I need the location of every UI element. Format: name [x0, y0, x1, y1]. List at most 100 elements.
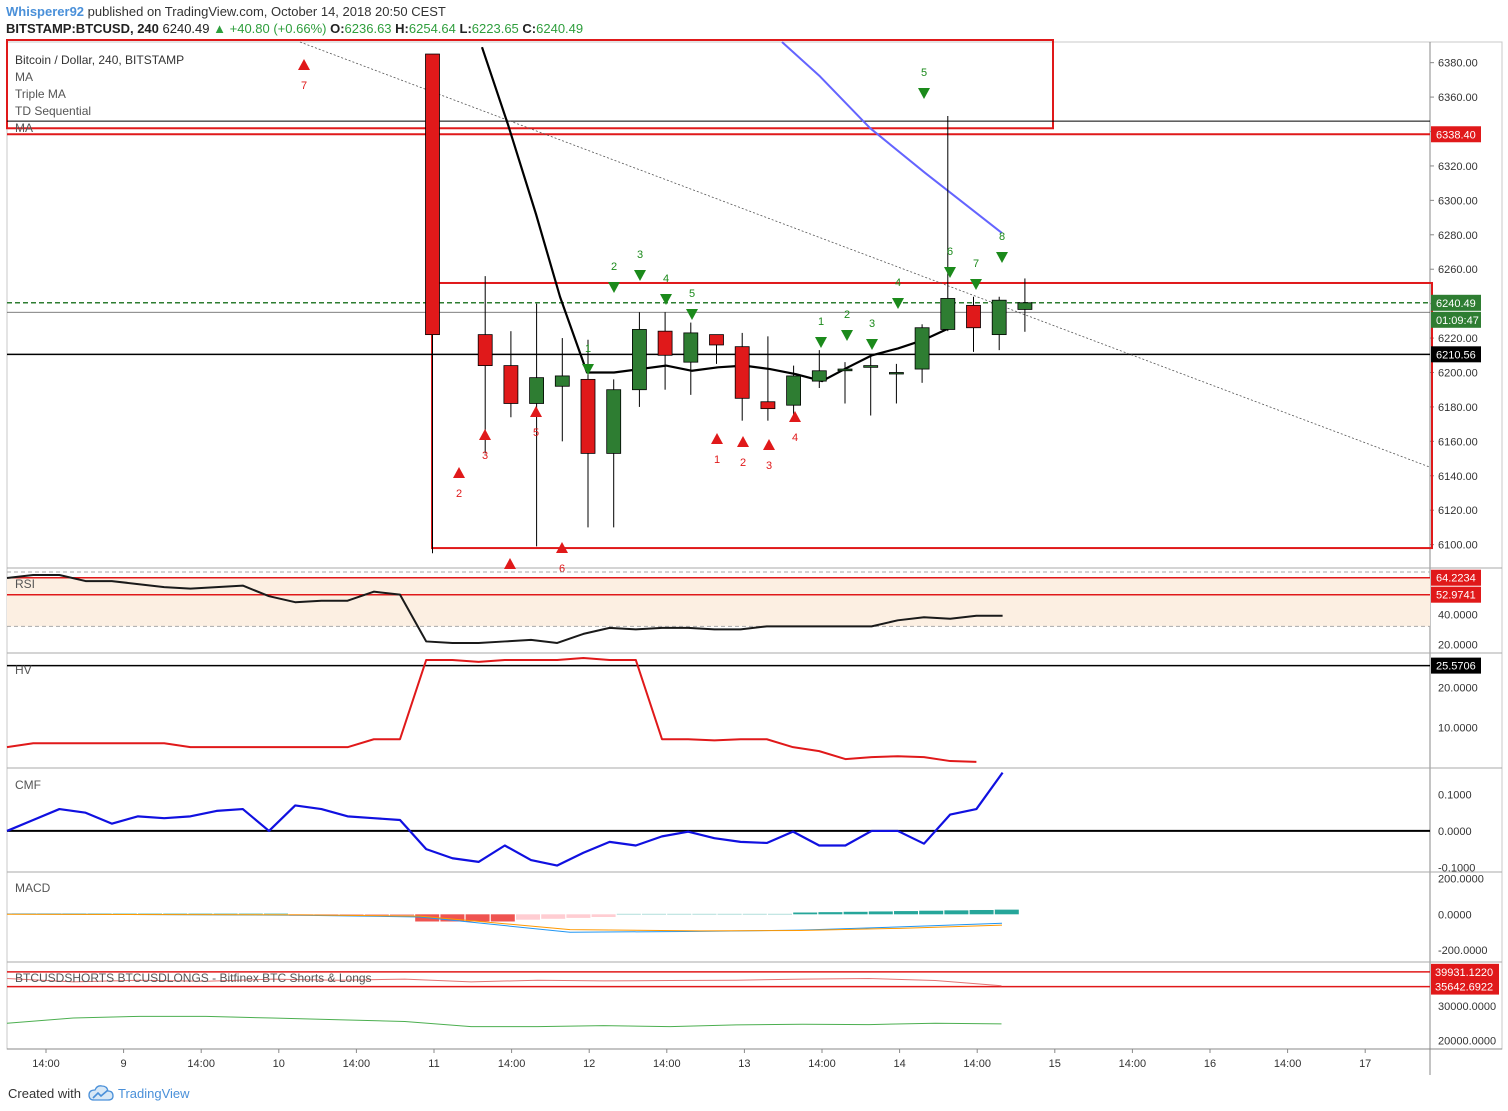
time-tick-label: 14:00 [653, 1058, 681, 1070]
price-tick-label: 6160.00 [1438, 436, 1478, 448]
time-tick-label: 13 [738, 1058, 750, 1070]
cmf-tick-label: -0.1000 [1438, 862, 1475, 874]
cmf-tick-label: 0.1000 [1438, 790, 1472, 802]
price-tick-label: 6140.00 [1438, 471, 1478, 483]
price-tick-label: 6260.00 [1438, 264, 1478, 276]
candle-up [940, 298, 956, 330]
author-link[interactable]: Whisperer92 [6, 4, 85, 19]
td-buy-arrow [737, 436, 749, 447]
open-label: O: [330, 21, 345, 36]
time-tick-label: 14:00 [963, 1058, 991, 1070]
ma-blue-line [781, 41, 1003, 234]
macd-histogram-bar [642, 913, 666, 915]
hv-line [6, 656, 977, 763]
td-buy-count: 7 [301, 80, 307, 92]
created-with-text: Created with [8, 1086, 81, 1101]
macd-histogram-bar [919, 910, 944, 915]
macd-histogram-bar [768, 913, 792, 915]
candle-up [863, 365, 879, 368]
time-tick-label: 16 [1204, 1058, 1216, 1070]
td-buy-arrow [504, 558, 516, 569]
td-buy-count: 4 [792, 432, 798, 444]
macd-histogram-bar [616, 913, 641, 915]
rsi-badge-text: 64.2234 [1436, 573, 1476, 585]
td-buy-arrow [479, 429, 491, 440]
td-sell-arrow [815, 337, 827, 348]
rsi-label: RSI [15, 577, 35, 591]
td-sell-arrow [634, 270, 646, 281]
candle-down [734, 346, 750, 399]
macd-histogram-bar [868, 911, 893, 915]
tradingview-cloud-icon[interactable] [88, 1084, 114, 1104]
td-buy-count: 2 [456, 488, 462, 500]
legend-indicator: MA [15, 70, 33, 84]
close-value: 6240.49 [536, 21, 584, 36]
td-buy-count: 3 [482, 450, 488, 462]
td-sell-arrow [660, 294, 672, 305]
td-sell-arrow [841, 330, 853, 341]
td-sell-arrow [892, 298, 904, 309]
td-sell-count: 4 [895, 277, 901, 289]
td-buy-arrow [298, 59, 310, 70]
cmf-tick-label: 0.0000 [1438, 826, 1472, 838]
candle-down [966, 304, 981, 329]
td-buy-count: 5 [533, 427, 539, 439]
td-sell-count: 5 [689, 288, 695, 300]
rsi-tick-label: 20.0000 [1438, 639, 1478, 651]
td-sell-count: 3 [869, 318, 875, 330]
macd-histogram-bar [667, 913, 692, 915]
shorts-longs-badge [1431, 978, 1499, 995]
time-tick-label: 14:00 [1119, 1058, 1147, 1070]
rsi-badge-text: 52.9741 [1436, 590, 1476, 602]
price-badge [1431, 346, 1481, 363]
price-tick-label: 6280.00 [1438, 230, 1478, 242]
legend-title: Bitcoin / Dollar, 240, BITSTAMP [15, 53, 184, 67]
td-sell-arrow [686, 309, 698, 320]
ma-black-line [480, 46, 951, 383]
symbol-line: BITSTAMP:BTCUSD, 240 6240.49 ▲ +40.80 (+… [6, 21, 583, 36]
macd-histogram-bar [440, 914, 465, 922]
candle-up [529, 377, 544, 404]
td-sell-count: 6 [947, 246, 953, 258]
hv-tick-label: 20.0000 [1438, 683, 1478, 695]
macd-signal-line [6, 913, 1003, 932]
shorts-line [6, 977, 1002, 987]
macd-histogram-bar [163, 913, 188, 915]
macd-histogram-bar [390, 914, 414, 916]
td-sell-arrow [970, 279, 982, 290]
price-badge-text: 01:09:47 [1436, 315, 1479, 327]
candle-up [914, 327, 930, 370]
candle-up [786, 375, 801, 406]
macd-histogram-bar [843, 911, 868, 915]
symbol-name[interactable]: BITSTAMP:BTCUSD, 240 [6, 21, 159, 36]
macd-histogram-bar [566, 914, 591, 918]
price-tick-label: 6360.00 [1438, 92, 1478, 104]
rsi-badge [1431, 569, 1481, 586]
time-tick-label: 17 [1359, 1058, 1371, 1070]
time-tick-label: 14:00 [498, 1058, 526, 1070]
tradingview-link[interactable]: TradingView [118, 1086, 190, 1101]
td-sell-arrow [582, 364, 594, 375]
rsi-band [7, 577, 1430, 627]
low-label: L: [459, 21, 472, 36]
cmf-label: CMF [15, 778, 41, 792]
shorts-longs-tick-label: 30000.0000 [1438, 1001, 1496, 1013]
time-tick-label: 14 [893, 1058, 905, 1070]
macd-histogram-bar [994, 909, 1019, 915]
macd-histogram-bar [793, 912, 818, 915]
candle-up [1017, 302, 1033, 310]
time-tick-label: 9 [121, 1058, 127, 1070]
hv-badge-text: 25.5706 [1436, 661, 1476, 673]
candle-down [580, 378, 596, 454]
td-buy-arrow [556, 542, 568, 553]
legend-indicator: TD Sequential [15, 104, 91, 118]
td-sell-count: 2 [611, 261, 617, 273]
price-tick-label: 6200.00 [1438, 367, 1478, 379]
macd-tick-label: -200.0000 [1438, 945, 1488, 957]
price-badge [1431, 311, 1481, 328]
macd-tick-label: 0.0000 [1438, 909, 1472, 921]
td-sell-arrow [944, 267, 956, 278]
price-tick-label: 6120.00 [1438, 505, 1478, 517]
time-tick-label: 14:00 [808, 1058, 836, 1070]
